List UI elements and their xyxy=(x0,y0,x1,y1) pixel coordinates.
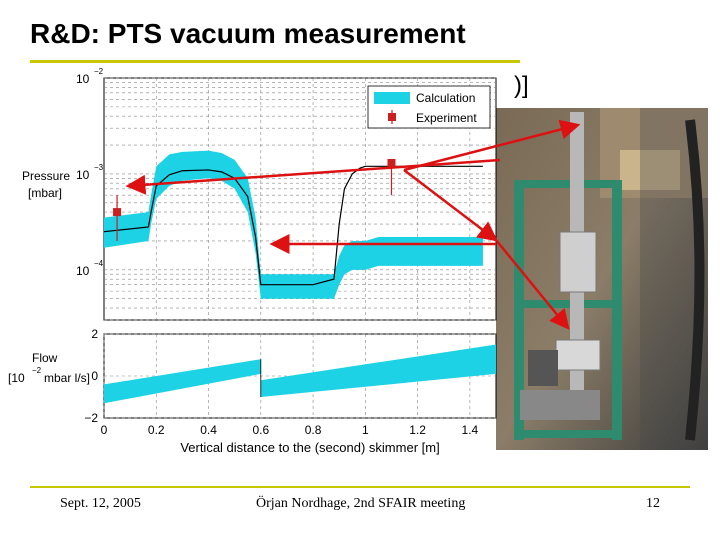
calculation-line xyxy=(103,165,483,286)
flow-xtick-label: 0 xyxy=(101,423,108,437)
legend: Calculation Experiment xyxy=(367,85,491,129)
footer-page-number: 12 xyxy=(646,496,660,511)
flow-ytick-label: 2 xyxy=(91,327,98,341)
calculation-band xyxy=(104,150,483,299)
legend-calculation-swatch xyxy=(374,92,410,104)
legend-calculation-label: Calculation xyxy=(416,91,475,105)
pressure-ytick-exponent: −4 xyxy=(94,259,104,268)
pressure-ytick-exponent: −3 xyxy=(94,163,104,172)
legend-experiment-swatch xyxy=(388,113,396,121)
experiment-point xyxy=(387,158,396,167)
pressure-ytick-label: 10 xyxy=(76,168,90,182)
photo-of-vacuum-setup xyxy=(496,108,708,450)
stray-text: )] xyxy=(514,72,529,99)
legend-experiment-label: Experiment xyxy=(416,111,477,125)
pressure-ytick-label: 10 xyxy=(76,264,90,278)
flow-xtick-label: 0.4 xyxy=(200,423,217,437)
flow-ylabel-exponent: −2 xyxy=(32,366,42,375)
flow-band xyxy=(104,344,496,404)
footer-rule xyxy=(30,486,690,488)
flow-xtick-label: 1.2 xyxy=(409,423,426,437)
title-underline xyxy=(30,60,520,63)
flow-xtick-label: 0.2 xyxy=(148,423,165,437)
flow-ytick-label: 0 xyxy=(91,369,98,383)
flow-xtick-label: 1.4 xyxy=(462,423,479,437)
pressure-ytick-label: 10 xyxy=(76,72,90,86)
flow-xtick-label: 1 xyxy=(362,423,369,437)
flow-ylabel-unit: mbar l/s] xyxy=(44,371,90,385)
flow-xtick-label: 0.6 xyxy=(252,423,269,437)
flow-xlabel: Vertical distance to the (second) skimme… xyxy=(180,440,439,455)
pressure-ylabel-unit: [mbar] xyxy=(28,186,62,200)
pressure-ylabel: Pressure xyxy=(22,169,70,183)
annotation-arrows xyxy=(125,119,581,330)
flow-ylabel: Flow xyxy=(32,351,58,365)
flow-ytick-label: −2 xyxy=(84,411,98,425)
slide-title: R&D: PTS vacuum measurement xyxy=(30,18,466,49)
footer-date: Sept. 12, 2005 xyxy=(60,496,141,511)
footer-author: Örjan Nordhage, 2nd SFAIR meeting xyxy=(256,496,466,511)
flow-xtick-label: 0.8 xyxy=(305,423,322,437)
flow-ylabel-prefix: [10 xyxy=(8,371,25,385)
experiment-point xyxy=(113,208,122,217)
pressure-ytick-exponent: −2 xyxy=(94,67,104,76)
